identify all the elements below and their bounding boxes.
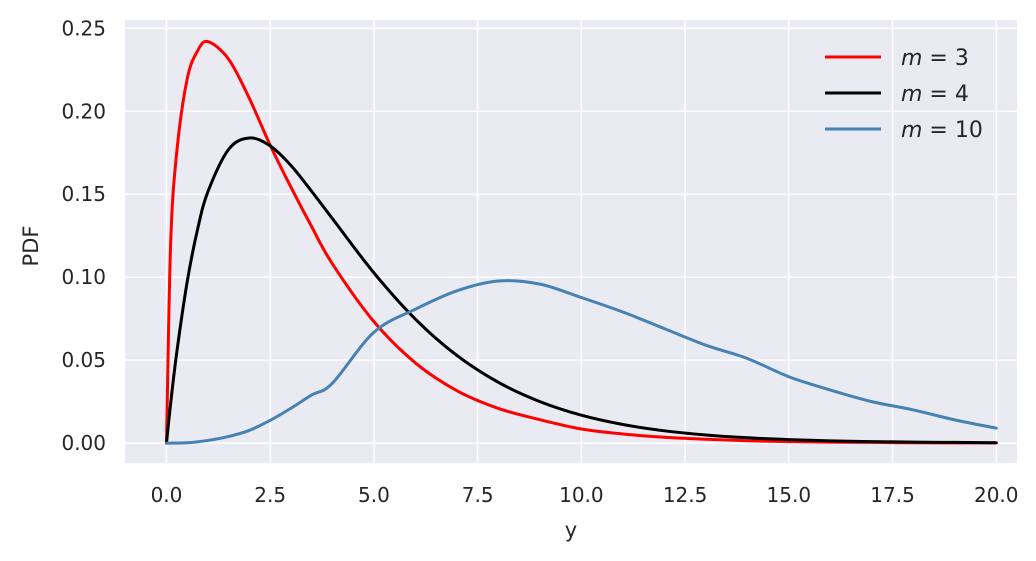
x-axis-label: y xyxy=(565,518,577,542)
x-tick-label: 5.0 xyxy=(358,483,390,507)
x-tick-label: 7.5 xyxy=(462,483,494,507)
y-tick-label: 0.05 xyxy=(61,348,106,372)
y-tick-label: 0.20 xyxy=(61,99,106,123)
legend-entry: m = 10 xyxy=(901,118,983,143)
x-tick-label: 20.0 xyxy=(974,483,1019,507)
x-tick-label: 17.5 xyxy=(870,483,915,507)
y-tick-labels: 0.00 0.05 0.10 0.15 0.20 0.25 xyxy=(61,16,106,455)
y-tick-label: 0.10 xyxy=(61,265,106,289)
series-line-m-3 xyxy=(164,39,998,445)
legend-entry: m = 3 xyxy=(901,46,969,71)
x-tick-label: 12.5 xyxy=(663,483,708,507)
y-axis-label: PDF xyxy=(19,226,43,267)
y-tick-label: 0.15 xyxy=(61,182,106,206)
series-lines xyxy=(164,39,998,445)
legend-entry: m = 4 xyxy=(901,82,969,107)
legend: m = 3 m = 4 m = 10 xyxy=(825,46,983,143)
y-tick-label: 0.25 xyxy=(61,16,106,40)
x-tick-labels: 0.0 2.5 5.0 7.5 10.0 12.5 15.0 17.5 20.0 xyxy=(151,483,1019,507)
x-tick-label: 15.0 xyxy=(767,483,812,507)
x-tick-label: 10.0 xyxy=(559,483,604,507)
y-tick-label: 0.00 xyxy=(61,431,106,455)
series-line-m-10 xyxy=(164,279,998,445)
plot-background xyxy=(125,20,1017,463)
x-tick-label: 0.0 xyxy=(151,483,183,507)
series-line-m-4 xyxy=(164,136,998,445)
x-tick-label: 2.5 xyxy=(254,483,286,507)
